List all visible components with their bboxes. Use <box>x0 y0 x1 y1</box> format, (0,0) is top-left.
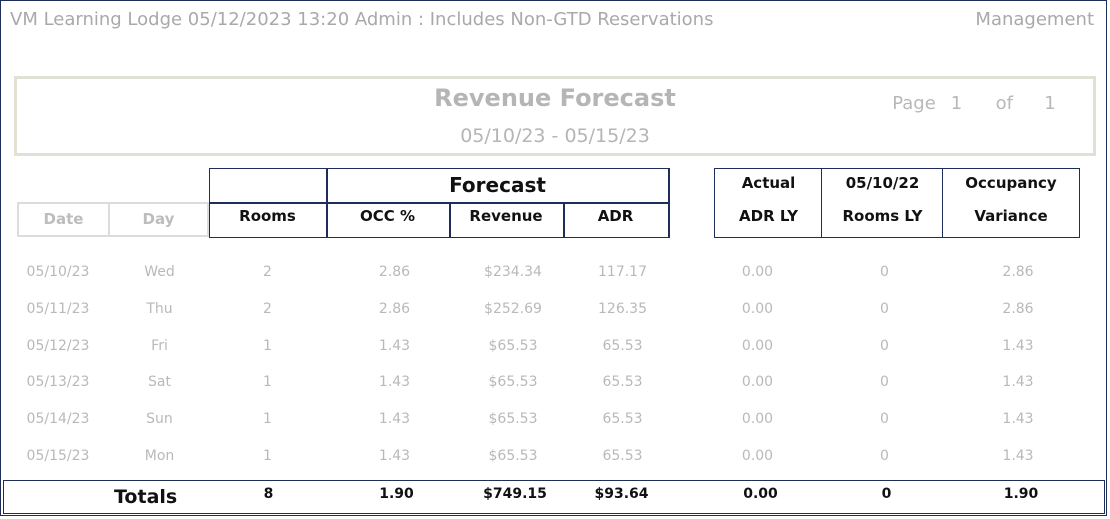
cell-date: 05/12/23 <box>26 338 90 354</box>
divider <box>668 168 670 238</box>
cell-day: Wed <box>144 264 175 280</box>
column-header-rooms: Rooms <box>239 207 296 225</box>
cell-occ: 2.86 <box>378 264 411 280</box>
totals-occ: 1.90 <box>379 486 414 502</box>
cell-day: Fri <box>151 338 168 354</box>
report-header-info: VM Learning Lodge 05/12/2023 13:20 Admin… <box>10 9 714 30</box>
cell-occ-var: 1.43 <box>1002 374 1034 390</box>
cell-occ: 2.86 <box>378 301 411 317</box>
divider <box>449 202 451 238</box>
totals-occ-variance: 1.90 <box>1003 486 1039 502</box>
cell-day: Sun <box>146 411 173 427</box>
page-of-label: of <box>995 93 1013 114</box>
cell-rooms-ly: 0 <box>880 301 889 317</box>
cell-rooms: 2 <box>263 301 272 317</box>
page-current: 1 <box>950 93 963 114</box>
table-row: 05/12/23 Fri 1 1.43 $65.53 65.53 0.00 0 1.43 <box>0 338 1110 358</box>
cell-revenue: $252.69 <box>484 301 542 317</box>
cell-occ-var: 2.86 <box>1002 264 1034 280</box>
totals-adr: $93.64 <box>594 486 649 502</box>
cell-rooms-ly: 0 <box>880 448 889 464</box>
cell-day: Mon <box>144 448 175 464</box>
cell-revenue: $234.34 <box>484 264 542 280</box>
occupancy-variance-header-box <box>942 168 1080 238</box>
cell-rooms-ly: 0 <box>880 374 889 390</box>
cell-rooms: 2 <box>263 264 272 280</box>
page-indicator: Page 1 of 1 <box>892 93 1063 114</box>
table-row: 05/14/23 Sun 1 1.43 $65.53 65.53 0.00 0 1.43 <box>0 411 1110 431</box>
cell-occ: 1.43 <box>378 374 411 390</box>
cell-adr: 126.35 <box>598 301 647 317</box>
report-header-category: Management <box>975 9 1094 30</box>
cell-adr: 117.17 <box>598 264 647 280</box>
table-row: 05/10/23 Wed 2 2.86 $234.34 117.17 0.00 0 2.86 <box>0 264 1110 284</box>
totals-label: Totals <box>114 486 178 508</box>
forecast-group-header: Forecast <box>449 173 546 197</box>
cell-adr-ly: 0.00 <box>741 264 774 280</box>
cell-adr: 65.53 <box>602 448 643 464</box>
totals-revenue: $749.15 <box>483 486 547 502</box>
totals-row: Totals 8 1.90 $749.15 $93.64 0.00 0 1.90 <box>3 480 1105 514</box>
cell-adr-ly: 0.00 <box>741 374 774 390</box>
column-header-adr: ADR <box>597 207 634 225</box>
cell-date: 05/13/23 <box>26 374 90 390</box>
cell-day: Sat <box>148 374 171 390</box>
divider <box>209 202 670 204</box>
report-date-range: 05/10/23 - 05/15/23 <box>460 125 650 147</box>
rooms-ly-header-box <box>821 168 944 238</box>
cell-adr-ly: 0.00 <box>741 301 774 317</box>
cell-adr: 65.53 <box>602 374 643 390</box>
cell-rooms: 1 <box>263 411 272 427</box>
totals-rooms: 8 <box>263 486 274 502</box>
totals-adr-ly: 0.00 <box>743 486 778 502</box>
report-title: Revenue Forecast <box>434 84 676 112</box>
table-row: 05/13/23 Sat 1 1.43 $65.53 65.53 0.00 0 1.43 <box>0 374 1110 394</box>
cell-occ-var: 1.43 <box>1002 411 1034 427</box>
cell-revenue: $65.53 <box>488 338 538 354</box>
cell-adr-ly: 0.00 <box>741 338 774 354</box>
cell-revenue: $65.53 <box>488 374 538 390</box>
column-header-variance: Variance <box>974 207 1048 225</box>
cell-occ-var: 1.43 <box>1002 338 1034 354</box>
cell-rooms: 1 <box>263 448 272 464</box>
column-header-rooms-ly: Rooms LY <box>842 207 923 225</box>
table-row: 05/11/23 Thu 2 2.86 $252.69 126.35 0.00 0 2.86 <box>0 301 1110 321</box>
table-row: 05/15/23 Mon 1 1.43 $65.53 65.53 0.00 0 1.43 <box>0 448 1110 468</box>
cell-adr: 65.53 <box>602 411 643 427</box>
column-header-day: Day <box>108 202 209 237</box>
cell-occ: 1.43 <box>378 411 411 427</box>
page-label: Page <box>892 93 936 114</box>
cell-occ-var: 1.43 <box>1002 448 1034 464</box>
cell-adr: 65.53 <box>602 338 643 354</box>
column-header-occ: OCC % <box>359 207 416 225</box>
cell-date: 05/15/23 <box>26 448 90 464</box>
column-header-occupancy: Occupancy <box>965 174 1057 192</box>
cell-rooms-ly: 0 <box>880 411 889 427</box>
cell-occ: 1.43 <box>378 338 411 354</box>
page-total: 1 <box>1044 93 1056 114</box>
cell-date: 05/14/23 <box>26 411 90 427</box>
cell-day: Thu <box>146 301 173 317</box>
cell-adr-ly: 0.00 <box>741 411 774 427</box>
cell-rooms: 1 <box>263 338 272 354</box>
column-header-revenue: Revenue <box>469 207 543 225</box>
totals-rooms-ly: 0 <box>881 486 892 502</box>
cell-date: 05/10/23 <box>26 264 90 280</box>
cell-date: 05/11/23 <box>26 301 90 317</box>
column-header-date: Date <box>17 202 110 237</box>
cell-occ: 1.43 <box>378 448 411 464</box>
cell-occ-var: 2.86 <box>1002 301 1034 317</box>
cell-rooms: 1 <box>263 374 272 390</box>
cell-rooms-ly: 0 <box>880 338 889 354</box>
column-header-actual: Actual <box>741 174 796 192</box>
cell-revenue: $65.53 <box>488 411 538 427</box>
cell-revenue: $65.53 <box>488 448 538 464</box>
column-header-adr-ly: ADR LY <box>739 207 798 225</box>
report-title-box: Revenue Forecast 05/10/23 - 05/15/23 Pag… <box>14 76 1096 156</box>
cell-adr-ly: 0.00 <box>741 448 774 464</box>
divider <box>563 202 565 238</box>
cell-rooms-ly: 0 <box>880 264 889 280</box>
column-header-ly-date: 05/10/22 <box>845 174 920 192</box>
